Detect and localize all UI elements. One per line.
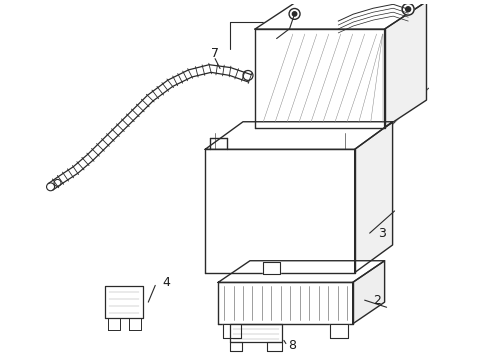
Polygon shape xyxy=(218,283,353,324)
Polygon shape xyxy=(385,1,426,128)
Polygon shape xyxy=(263,262,280,274)
Circle shape xyxy=(406,7,411,12)
Polygon shape xyxy=(230,342,242,351)
Text: 6: 6 xyxy=(392,62,399,75)
Text: 4: 4 xyxy=(162,276,170,289)
Text: 3: 3 xyxy=(378,227,386,240)
Circle shape xyxy=(402,3,414,15)
Polygon shape xyxy=(255,29,385,128)
Text: 5: 5 xyxy=(314,3,322,16)
Polygon shape xyxy=(108,318,121,330)
Text: 2: 2 xyxy=(372,294,381,307)
Polygon shape xyxy=(129,318,141,330)
Polygon shape xyxy=(105,286,143,318)
Text: 8: 8 xyxy=(288,339,296,352)
Circle shape xyxy=(293,12,297,16)
Polygon shape xyxy=(355,122,392,273)
Circle shape xyxy=(289,9,300,19)
Polygon shape xyxy=(223,324,241,338)
Polygon shape xyxy=(330,324,348,338)
Text: 7: 7 xyxy=(211,47,219,60)
Polygon shape xyxy=(205,122,392,149)
Polygon shape xyxy=(267,342,282,351)
Polygon shape xyxy=(230,324,282,342)
Polygon shape xyxy=(353,261,385,324)
Text: 5: 5 xyxy=(314,3,322,16)
Polygon shape xyxy=(218,261,385,283)
Text: 1: 1 xyxy=(378,141,386,154)
Polygon shape xyxy=(255,1,426,29)
Polygon shape xyxy=(205,149,355,273)
